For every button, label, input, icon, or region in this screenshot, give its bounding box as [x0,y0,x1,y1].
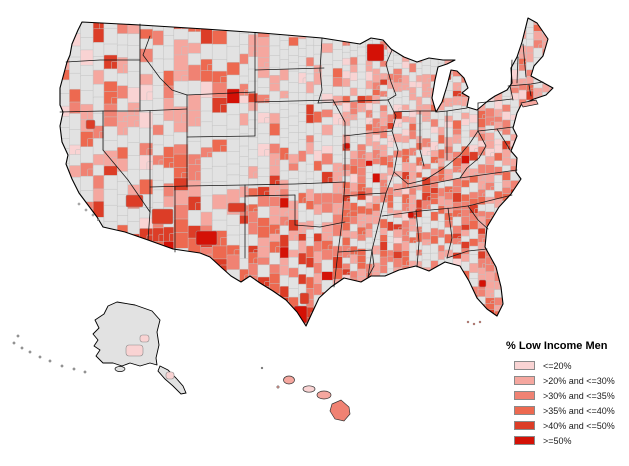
alaska-inset [12,301,187,395]
legend-title: % Low Income Men [506,340,608,352]
legend-row: >40% and <=50% [503,418,615,433]
legend-swatch [514,391,535,400]
legend-label: <=20% [543,360,572,371]
legend-label: >35% and <=40% [543,405,615,416]
legend-row: >35% and <=40% [503,403,615,418]
legend-row: >30% and <=35% [503,388,615,403]
legend-swatch [514,406,535,415]
legend-row: >=50% [503,433,615,448]
small-islands-layer [77,99,539,326]
legend-label: >40% and <=50% [543,420,615,431]
hawaii-inset [260,366,351,422]
legend-swatch [514,436,535,445]
lower48-outline [59,17,554,327]
map-legend: % Low Income Men <=20% >20% and <=30% >3… [503,340,615,448]
legend-label: >30% and <=35% [543,390,615,401]
legend-row: >20% and <=30% [503,373,615,388]
legend-row: <=20% [503,358,615,373]
legend-swatch [514,421,535,430]
legend-label: >=50% [543,435,572,446]
legend-swatch [514,361,535,370]
legend-swatch [514,376,535,385]
legend-label: >20% and <=30% [543,375,615,386]
state-borders-layer [59,23,544,288]
